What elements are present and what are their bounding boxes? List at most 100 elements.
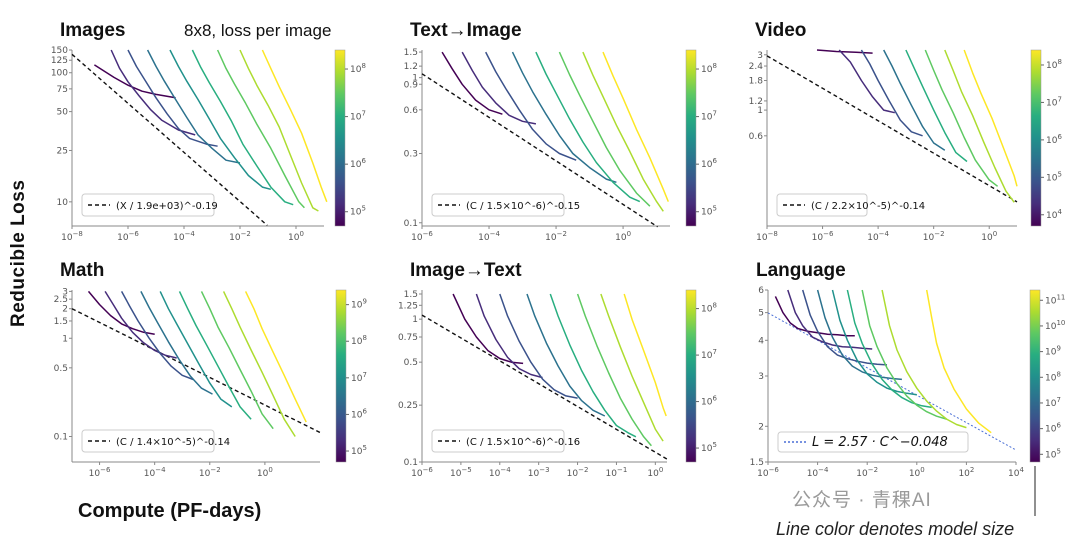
- series-line: [549, 293, 637, 438]
- x-tick-label: 10−8: [756, 230, 778, 243]
- x-tick-label: 10−5: [450, 466, 472, 479]
- colorbar-tick-label: 105: [351, 444, 367, 457]
- y-tick-label: 150: [51, 46, 68, 56]
- series-line: [944, 49, 1015, 203]
- series-line: [461, 51, 537, 125]
- series-line: [511, 51, 617, 184]
- y-tick-label: 1: [62, 334, 68, 344]
- panel-5: Image→Text 10−6 10−5 10−4 10−3 10−2 10−1 100 1.5…: [398, 260, 718, 479]
- series-line: [883, 49, 946, 151]
- y-tick-label: 125: [51, 56, 68, 66]
- y-tick-label: 2.4: [749, 62, 764, 72]
- series-line: [120, 291, 194, 381]
- y-tick-label: 0.75: [398, 333, 418, 343]
- x-tick-label: 100: [288, 230, 304, 243]
- x-tick-label: 10−1: [606, 466, 628, 479]
- y-axis-title: Reducible Loss: [8, 179, 29, 327]
- y-tick-label: 0.6: [749, 132, 764, 142]
- series-line: [838, 49, 895, 114]
- series-line: [169, 49, 271, 191]
- x-tick-label: 10−6: [757, 466, 779, 479]
- x-tick-label: 100: [981, 230, 997, 243]
- x-tick-label: 10−6: [411, 230, 433, 243]
- x-tick-label: 10−6: [117, 230, 139, 243]
- y-tick-label: 5: [758, 309, 764, 319]
- y-tick-label: 1.5: [54, 317, 68, 327]
- y-tick-label: 0.3: [404, 150, 418, 160]
- legend-box: [81, 429, 215, 453]
- panel-2: Text→Image 10−6 10−4 10−2 100 1.5 1.2 10.9 0.6 0.…: [404, 20, 718, 243]
- x-tick-label: 10−4: [867, 230, 889, 243]
- y-tick-label: 3: [62, 287, 68, 297]
- series-line: [441, 51, 503, 115]
- colorbar: [1030, 49, 1042, 227]
- y-tick-label: 50: [57, 108, 69, 118]
- panel-1: Images 8x8, loss per image 10−8 10−6 10−4 10−…: [51, 20, 367, 243]
- panel-title: Math: [60, 260, 104, 281]
- y-tick-label: 0.1: [404, 458, 418, 468]
- panel-subtitle: 8x8, loss per image: [184, 21, 331, 40]
- colorbar-tick-label: 106: [350, 157, 366, 170]
- colorbar-tick-label: 107: [351, 371, 367, 384]
- y-tick-label: 1.8: [749, 77, 764, 87]
- series-line: [87, 290, 155, 335]
- model-size-note: Line color denotes model size: [776, 519, 1015, 539]
- colorbar-tick-label: 108: [1046, 58, 1062, 71]
- x-tick-label: 10−6: [89, 466, 111, 479]
- series-line: [191, 49, 294, 206]
- x-tick-label: 10−8: [61, 230, 83, 243]
- legend-box: [431, 429, 565, 453]
- y-tick-label: 3: [758, 372, 764, 382]
- colorbar-tick-label: 108: [701, 62, 717, 75]
- series-line: [526, 293, 606, 417]
- x-tick-label: 100: [647, 466, 663, 479]
- series-line: [905, 49, 968, 163]
- x-tick-label: 10−6: [812, 230, 834, 243]
- series-line: [558, 51, 651, 207]
- series-line: [535, 51, 641, 203]
- series-line: [127, 49, 218, 147]
- legend-label: (C / 1.5×10^-6)^-0.16: [466, 437, 580, 448]
- panel-title: Text→Image: [410, 20, 522, 41]
- y-tick-label: 1: [412, 315, 418, 325]
- x-tick-label: 10−4: [489, 466, 511, 479]
- x-tick-label: 10−2: [923, 230, 945, 243]
- y-tick-label: 2.5: [54, 295, 68, 305]
- series-line: [600, 293, 664, 442]
- legend-label: (C / 1.4×10^-5)^-0.14: [116, 437, 230, 448]
- x-tick-label: 10−4: [144, 466, 166, 479]
- colorbar-tick-label: 106: [701, 395, 717, 408]
- series-line: [816, 289, 902, 381]
- series-line: [860, 49, 923, 137]
- legend-label: (C / 1.5×10^-6)^-0.15: [466, 201, 580, 212]
- colorbar: [334, 49, 346, 227]
- series-line: [787, 289, 873, 350]
- y-tick-label: 1.5: [404, 290, 418, 300]
- x-tick-label: 100: [615, 230, 631, 243]
- watermark: 公众号 · 青稞AI: [792, 490, 932, 511]
- colorbar: [685, 289, 697, 463]
- colorbar-tick-label: 1011: [1045, 293, 1065, 306]
- series-line: [499, 293, 578, 399]
- series-line: [159, 291, 233, 408]
- x-tick-label: 100: [909, 466, 925, 479]
- series-line: [623, 293, 667, 417]
- x-tick-label: 104: [1008, 466, 1024, 479]
- x-tick-label: 10−4: [478, 230, 500, 243]
- colorbar-tick-label: 107: [1045, 396, 1061, 409]
- y-tick-label: 10: [57, 198, 69, 208]
- x-tick-label: 10−4: [807, 466, 829, 479]
- y-tick-label: 1: [412, 74, 418, 84]
- legend-label: (C / 2.2×10^-5)^-0.14: [811, 201, 925, 212]
- series-line: [222, 291, 296, 437]
- x-tick-label: 102: [958, 466, 974, 479]
- colorbar-tick-label: 108: [351, 334, 367, 347]
- frontier-line: [766, 55, 1018, 203]
- series-line: [200, 291, 274, 430]
- x-tick-label: 10−2: [229, 230, 251, 243]
- y-tick-label: 1.5: [750, 458, 764, 468]
- x-tick-label: 100: [257, 466, 273, 479]
- y-tick-label: 0.1: [54, 432, 68, 442]
- colorbar-tick-label: 107: [701, 110, 717, 123]
